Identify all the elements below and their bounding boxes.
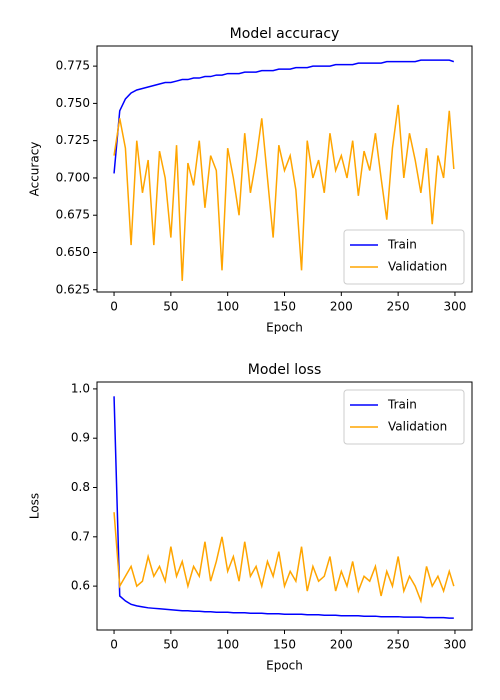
y-axis-label: Loss bbox=[28, 493, 42, 519]
y-tick-label: 0.9 bbox=[71, 431, 90, 445]
line-series bbox=[113, 396, 454, 619]
axes-frame bbox=[96, 381, 473, 631]
x-tick-label: 200 bbox=[330, 300, 353, 314]
x-axis-label: Epoch bbox=[266, 321, 303, 335]
legend-box bbox=[343, 229, 465, 285]
legend-box bbox=[343, 389, 465, 445]
x-tick-label: 250 bbox=[387, 300, 410, 314]
legend-label: Train bbox=[387, 398, 417, 412]
y-tick-label: 0.775 bbox=[56, 59, 90, 73]
y-tick-label: 0.650 bbox=[56, 245, 90, 259]
legend-label: Train bbox=[387, 238, 417, 252]
legend-label: Validation bbox=[388, 260, 447, 274]
x-tick-label: 150 bbox=[273, 638, 296, 652]
y-tick-label: 0.625 bbox=[56, 282, 90, 296]
x-tick-label: 100 bbox=[216, 638, 239, 652]
y-tick-label: 0.725 bbox=[56, 133, 90, 147]
x-tick-label: 150 bbox=[273, 300, 296, 314]
x-axis-label: Epoch bbox=[266, 659, 303, 673]
y-tick-label: 1.0 bbox=[71, 381, 90, 395]
y-tick-label: 0.8 bbox=[71, 480, 90, 494]
y-tick-label: 0.7 bbox=[71, 529, 90, 543]
y-tick-label: 0.675 bbox=[56, 208, 90, 222]
chart-title: Model loss bbox=[248, 362, 322, 378]
legend-label: Validation bbox=[388, 420, 447, 434]
line-series bbox=[113, 512, 455, 604]
x-tick-label: 0 bbox=[110, 638, 118, 652]
y-tick-label: 0.750 bbox=[56, 96, 90, 110]
x-tick-label: 250 bbox=[387, 638, 410, 652]
x-tick-label: 200 bbox=[330, 638, 353, 652]
x-tick-label: 300 bbox=[444, 300, 467, 314]
chart-title: Model accuracy bbox=[230, 26, 340, 42]
line-series bbox=[113, 59, 455, 174]
line-series bbox=[113, 104, 455, 281]
x-tick-label: 50 bbox=[163, 638, 178, 652]
y-tick-label: 0.6 bbox=[71, 579, 90, 593]
x-tick-label: 100 bbox=[216, 300, 239, 314]
x-tick-label: 50 bbox=[163, 300, 178, 314]
axes-frame bbox=[96, 45, 473, 293]
x-tick-label: 300 bbox=[444, 638, 467, 652]
x-tick-label: 0 bbox=[110, 300, 118, 314]
y-tick-label: 0.700 bbox=[56, 170, 90, 184]
y-axis-label: Accuracy bbox=[28, 142, 42, 197]
